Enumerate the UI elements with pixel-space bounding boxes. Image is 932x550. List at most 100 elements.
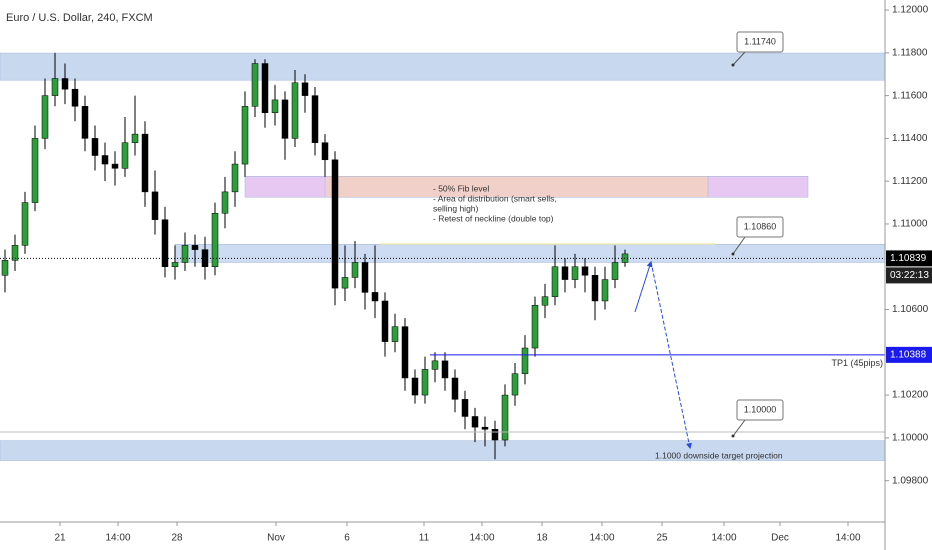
x-tick-label: 14:00 [589, 533, 614, 544]
y-tick-label: 1.10000 [892, 433, 929, 444]
candle-body [331, 159, 339, 289]
candle-body [261, 63, 269, 113]
candle-body [321, 142, 329, 161]
note-line: - Area of distribution (smart sells, [433, 193, 557, 203]
candle-body [371, 292, 379, 302]
candle-body [571, 266, 579, 280]
callout-dot [731, 434, 735, 438]
candle-body [131, 133, 139, 143]
candle-body [601, 279, 609, 302]
candle-body [441, 360, 449, 379]
candle-body [461, 399, 469, 417]
arrow-up [634, 260, 653, 313]
x-tick-label: 14:00 [835, 533, 860, 544]
x-tick-label: Dec [771, 533, 789, 544]
candle-body [401, 326, 409, 379]
candle-body [111, 163, 119, 169]
candle-body [61, 78, 69, 90]
chart-title: Euro / U.S. Dollar, 240, FXCM [6, 12, 153, 24]
note-line: selling high) [433, 203, 479, 213]
callout-label: 1.11740 [744, 36, 776, 46]
candle-body [431, 360, 439, 370]
candle-body [251, 63, 259, 107]
callout-label: 1.10860 [744, 221, 777, 231]
candle-body [511, 373, 519, 396]
candle-body [281, 99, 289, 139]
candle-body [491, 429, 499, 441]
callout-label: 1.10000 [744, 404, 777, 414]
candle-body [531, 304, 539, 349]
y-tick-label: 1.11400 [892, 133, 928, 144]
candle-body [361, 262, 369, 293]
candle-body [561, 266, 569, 280]
overlays [0, 243, 885, 450]
candle-body [581, 266, 589, 276]
candle-body [1, 260, 9, 276]
candle-body [51, 78, 59, 96]
candle-body [541, 296, 549, 306]
price-badge-label: 1.10839 [890, 253, 927, 264]
candle-body [91, 138, 99, 156]
target-label: 1.1000 downside target projection [655, 450, 783, 460]
candle-body [391, 326, 399, 342]
candle-body [481, 426, 489, 430]
note-line: - 50% Fib level [433, 183, 489, 193]
callout-dot [731, 252, 735, 256]
note-line: - Retest of neckline (double top) [433, 213, 554, 223]
callout-box [736, 399, 784, 421]
candle-body [211, 213, 219, 267]
x-tick-label: 6 [344, 533, 350, 544]
callout-pointer [732, 419, 746, 437]
candle-body [291, 82, 299, 139]
price-badge-label: 1.10388 [890, 350, 927, 361]
candle-body [421, 369, 429, 396]
tp-label: TP1 (45pips) [831, 358, 883, 368]
candle-body [191, 245, 199, 250]
candle-body [41, 95, 49, 139]
zone [324, 176, 709, 198]
candle-body [141, 133, 149, 193]
arrow-down [650, 261, 692, 450]
x-tick-label: 11 [419, 533, 430, 544]
y-tick-label: 1.11200 [892, 176, 928, 187]
candle-body [101, 155, 109, 165]
candle-body [411, 377, 419, 396]
candle-body [171, 262, 179, 267]
y-tick-label: 1.11600 [892, 90, 928, 101]
candle-body [381, 300, 389, 342]
candle-body [181, 245, 189, 263]
candle-body [21, 202, 29, 246]
callout-pointer [732, 51, 746, 66]
candle-body [161, 219, 169, 267]
candle-body [551, 266, 559, 297]
x-tick-label: 25 [656, 533, 668, 544]
callout-dot [731, 63, 735, 67]
candle-body [11, 245, 19, 261]
zone [0, 52, 886, 81]
candle-body [451, 377, 459, 400]
candle-body [241, 106, 249, 165]
candle-body [301, 82, 309, 96]
candle-body [591, 275, 599, 302]
candle-body [341, 277, 349, 289]
candle-body [611, 262, 619, 280]
x-tick-label: 18 [536, 533, 548, 544]
candle-body [471, 416, 479, 428]
candle-body [31, 138, 39, 203]
y-tick-label: 1.12000 [892, 5, 929, 16]
x-tick-label: 14:00 [711, 533, 736, 544]
price-badge [886, 346, 932, 363]
candle-body [71, 88, 79, 107]
price-badge [886, 250, 932, 267]
candle-body [351, 262, 359, 278]
countdown-badge [886, 267, 932, 284]
y-tick-label: 1.10200 [892, 390, 929, 401]
x-tick-label: 14:00 [105, 533, 130, 544]
candle-body [521, 347, 529, 374]
x-tick-label: 28 [171, 533, 183, 544]
y-tick-label: 1.09800 [892, 475, 929, 486]
zone [174, 244, 886, 263]
callout-box [736, 216, 784, 238]
